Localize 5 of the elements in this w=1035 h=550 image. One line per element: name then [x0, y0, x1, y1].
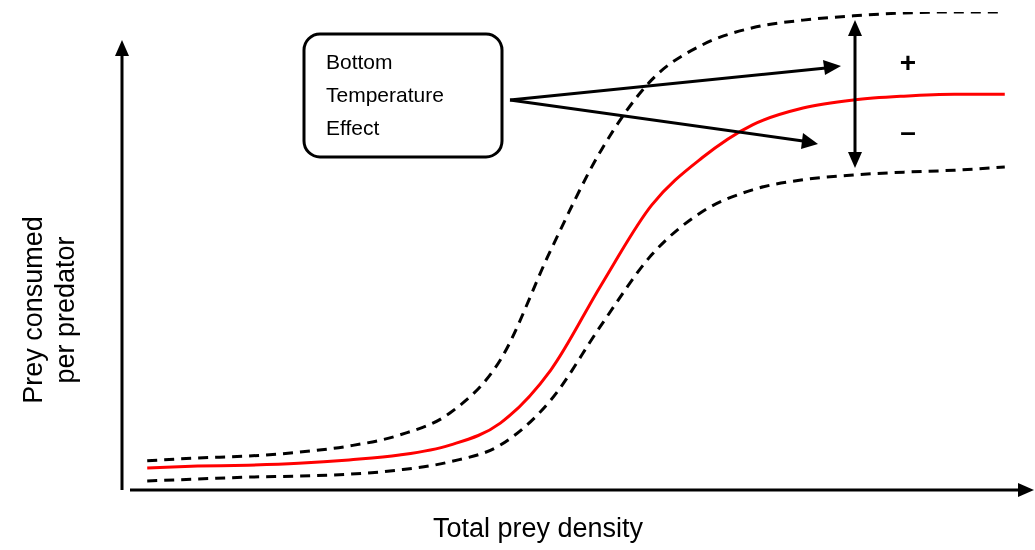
annotation: + — [899, 47, 917, 78]
y-axis-title: Prey consumed per predator — [18, 216, 80, 404]
x-axis-title: Total prey density — [432, 513, 644, 543]
annotation: Bottom Temperature Effect — [326, 50, 444, 139]
annotation: – — [900, 116, 916, 147]
